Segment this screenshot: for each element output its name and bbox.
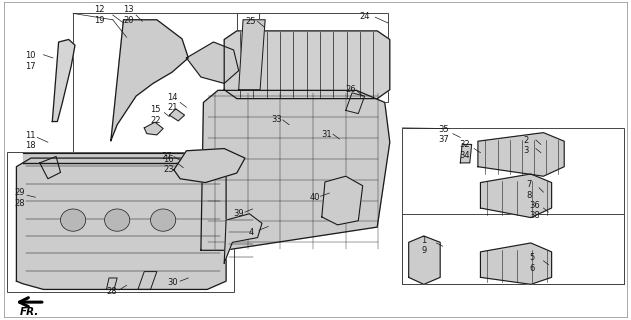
Text: 35
37: 35 37 [439, 124, 449, 144]
Polygon shape [239, 20, 265, 90]
Ellipse shape [61, 209, 86, 231]
Text: 26: 26 [346, 85, 357, 94]
Text: 7
8: 7 8 [526, 180, 532, 200]
Text: 2: 2 [523, 136, 529, 145]
Text: 13
20: 13 20 [124, 5, 134, 25]
Text: 36
38: 36 38 [529, 201, 540, 220]
Text: 16
23: 16 23 [163, 155, 174, 174]
Ellipse shape [105, 209, 130, 231]
Polygon shape [478, 133, 564, 176]
Polygon shape [346, 93, 365, 114]
Text: 10
17: 10 17 [25, 52, 35, 71]
Polygon shape [174, 148, 245, 183]
Polygon shape [224, 31, 390, 99]
Polygon shape [480, 174, 551, 218]
Text: 33: 33 [271, 116, 282, 124]
Polygon shape [23, 153, 222, 163]
Polygon shape [16, 158, 226, 289]
Polygon shape [170, 109, 184, 121]
Polygon shape [322, 176, 363, 225]
Text: 24: 24 [360, 12, 370, 21]
Text: 25: 25 [245, 17, 256, 26]
Polygon shape [201, 90, 390, 250]
Polygon shape [138, 272, 157, 289]
Text: 5
6: 5 6 [529, 253, 535, 273]
Ellipse shape [151, 209, 175, 231]
Text: 4: 4 [248, 228, 254, 237]
Text: 39: 39 [233, 209, 244, 218]
Bar [73, 13, 259, 153]
Polygon shape [40, 156, 61, 179]
Text: 27: 27 [162, 152, 172, 161]
Bar [7, 152, 233, 292]
Text: 14
21: 14 21 [168, 93, 178, 112]
Bar [237, 13, 388, 102]
Text: 12
19: 12 19 [94, 5, 104, 25]
Bar [403, 214, 624, 284]
Text: 15
22: 15 22 [151, 106, 161, 125]
Polygon shape [460, 144, 471, 163]
Text: 28: 28 [107, 287, 117, 296]
Polygon shape [111, 20, 188, 140]
Polygon shape [480, 243, 551, 284]
Text: 3: 3 [523, 146, 529, 155]
Text: 40: 40 [309, 193, 320, 202]
Text: 11
18: 11 18 [25, 131, 35, 150]
Polygon shape [107, 278, 117, 289]
Polygon shape [186, 42, 239, 84]
Text: FR.: FR. [20, 307, 38, 316]
Polygon shape [224, 214, 262, 263]
Bar [403, 128, 624, 284]
Text: 32
34: 32 34 [459, 140, 469, 160]
Polygon shape [144, 122, 163, 135]
Polygon shape [52, 39, 75, 122]
Text: 30: 30 [168, 278, 178, 287]
Text: 31: 31 [322, 130, 333, 139]
Text: 1
9: 1 9 [422, 236, 427, 255]
Text: 29
28: 29 28 [15, 188, 25, 208]
Polygon shape [409, 236, 440, 284]
